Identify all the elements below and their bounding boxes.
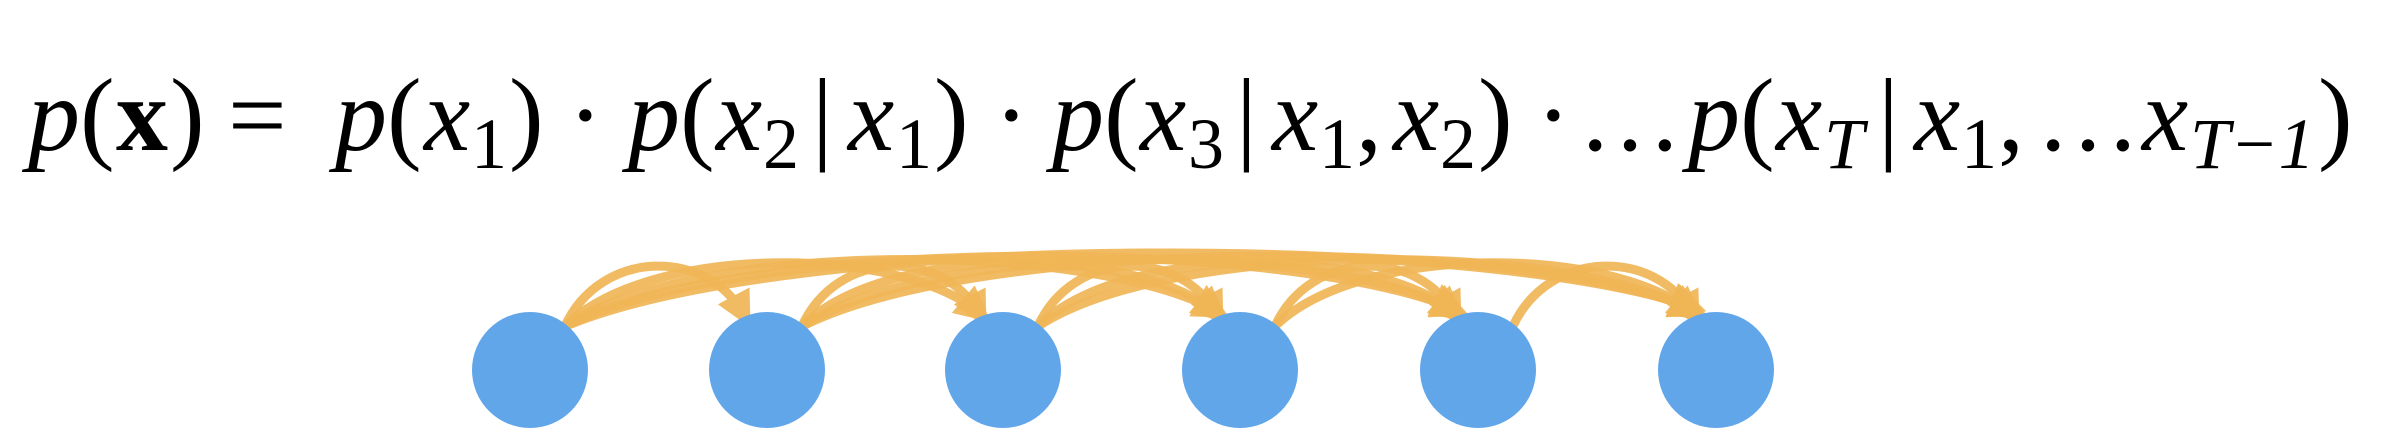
node-1 bbox=[472, 312, 588, 428]
ellipsis-1: … bbox=[1578, 58, 1682, 173]
arrow-4-to-6 bbox=[1270, 258, 1704, 331]
arrow-5-to-6 bbox=[1508, 261, 1700, 331]
termT-cond-x1: x bbox=[1912, 58, 1960, 173]
termT-subscript: T bbox=[1824, 104, 1869, 184]
termT-close-paren: ) bbox=[2318, 58, 2353, 173]
term1-p: p bbox=[328, 58, 387, 173]
term2-p: p bbox=[621, 58, 680, 173]
term2-cond-subscript: 1 bbox=[896, 104, 932, 184]
dependency-arrows bbox=[560, 248, 1707, 331]
term3-given-bar: | bbox=[1236, 58, 1257, 173]
chain-rule-formula: p ( x ) = p ( x 1 ) · p ( x 2 | x 1 ) · … bbox=[21, 58, 2353, 184]
term3-cond-sub1: 1 bbox=[1319, 104, 1355, 184]
term3-open-paren: ( bbox=[1104, 58, 1139, 173]
dot-operator-1: · bbox=[568, 58, 603, 173]
lhs-open-paren: ( bbox=[80, 58, 115, 173]
node-5 bbox=[1420, 312, 1536, 428]
arrow-1-to-2 bbox=[560, 261, 751, 331]
term3-p: p bbox=[1045, 58, 1104, 173]
arrow-3-to-4 bbox=[1033, 261, 1224, 331]
term1-close-paren: ) bbox=[509, 58, 544, 173]
dot-operator-2: · bbox=[994, 58, 1029, 173]
term2-x: x bbox=[714, 58, 762, 173]
term3-close-paren: ) bbox=[1478, 58, 1513, 173]
term3-cond-x2: x bbox=[1391, 58, 1439, 173]
sequence-nodes bbox=[472, 312, 1774, 428]
node-3 bbox=[945, 312, 1061, 428]
term1-open-paren: ( bbox=[387, 58, 422, 173]
termT-cond-sub2: T−1 bbox=[2190, 104, 2315, 184]
termT-cond-sub1: 1 bbox=[1961, 104, 1997, 184]
termT-open-paren: ( bbox=[1740, 58, 1775, 173]
termT-p: p bbox=[1681, 58, 1740, 173]
termT-given-bar: | bbox=[1878, 58, 1899, 173]
equals-sign: = bbox=[228, 58, 287, 173]
term3-comma: , bbox=[1356, 58, 1382, 173]
term3-x: x bbox=[1138, 58, 1186, 173]
term1-x: x bbox=[422, 58, 470, 173]
arrow-3-to-6 bbox=[1033, 255, 1706, 331]
termT-x: x bbox=[1774, 58, 1822, 173]
termT-cond-x2: x bbox=[2140, 58, 2188, 173]
term2-open-paren: ( bbox=[680, 58, 715, 173]
node-4 bbox=[1182, 312, 1298, 428]
term2-close-paren: ) bbox=[934, 58, 969, 173]
node-6 bbox=[1658, 312, 1774, 428]
term2-given-bar: | bbox=[812, 58, 833, 173]
term2-cond-x: x bbox=[846, 58, 894, 173]
term1-subscript: 1 bbox=[471, 104, 507, 184]
lhs-x-bold: x bbox=[116, 58, 168, 173]
arrow-4-to-5 bbox=[1270, 261, 1462, 331]
node-2 bbox=[709, 312, 825, 428]
lhs-close-paren: ) bbox=[170, 58, 205, 173]
dot-operator-3: · bbox=[1536, 58, 1571, 173]
term3-subscript: 3 bbox=[1188, 104, 1224, 184]
term2-subscript: 2 bbox=[763, 104, 799, 184]
term3-cond-sub2: 2 bbox=[1440, 104, 1476, 184]
lhs-p: p bbox=[21, 58, 80, 173]
termT-comma: , bbox=[1998, 58, 2024, 173]
term3-cond-x1: x bbox=[1270, 58, 1318, 173]
arrow-2-to-3 bbox=[797, 261, 987, 331]
ellipsis-2: … bbox=[2036, 58, 2140, 173]
